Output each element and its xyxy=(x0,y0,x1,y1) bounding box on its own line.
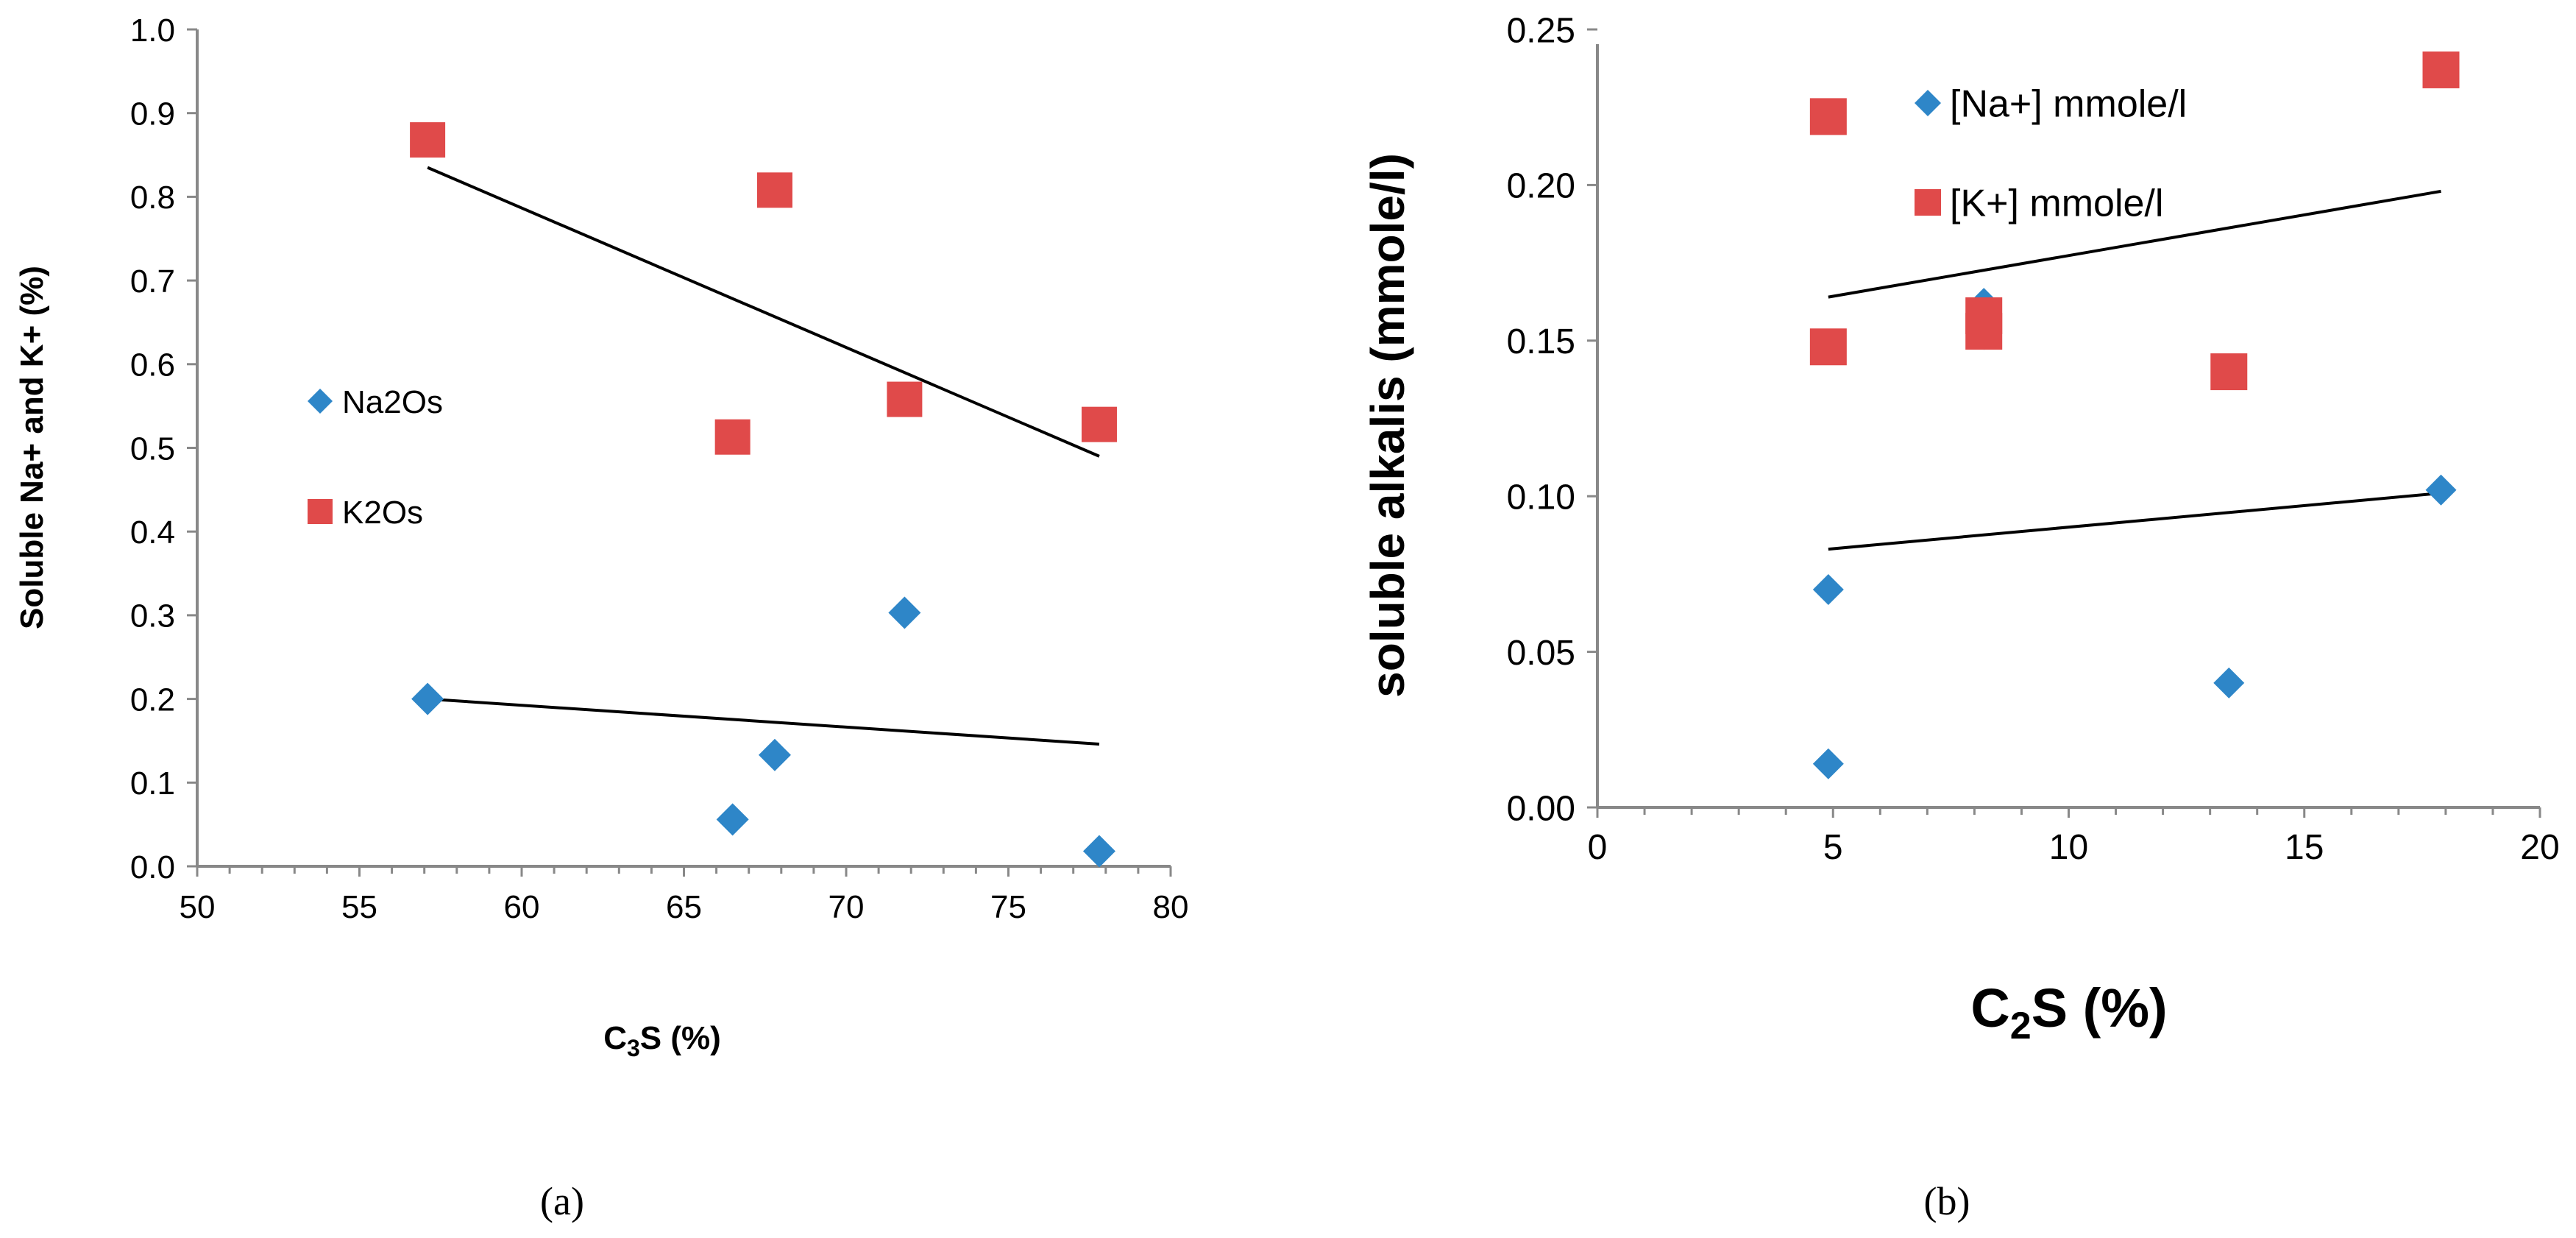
data-point-diamond xyxy=(888,596,921,629)
data-point-square xyxy=(410,122,446,158)
y-tick-label: 0.5 xyxy=(130,431,175,467)
y-tick-label: 0.8 xyxy=(130,180,175,216)
legend-label: [Na+] mmole/l xyxy=(1950,83,2187,126)
data-point-square xyxy=(887,381,923,417)
y-tick-label: 0.20 xyxy=(1507,167,1575,206)
data-point-square xyxy=(2210,353,2248,391)
trendline xyxy=(1828,491,2441,551)
data-point-diamond xyxy=(2425,474,2457,506)
trendline xyxy=(427,166,1100,458)
x-axis-title-b: C2S (%) xyxy=(1970,977,2167,1047)
panel-label-a: (a) xyxy=(540,1179,584,1223)
data-point-diamond xyxy=(2213,667,2245,698)
y-axis-title-a: Soluble Na+ and K+ (%) xyxy=(14,266,50,629)
y-tick-label: 0.15 xyxy=(1507,322,1575,361)
data-point-square xyxy=(714,419,751,455)
y-tick-label: 0.7 xyxy=(130,263,175,300)
data-point-square xyxy=(1081,406,1117,442)
x-tick-label: 10 xyxy=(2049,828,2088,867)
x-tick-label: 0 xyxy=(1588,828,1608,867)
x-axis-title-a: C3S (%) xyxy=(603,1020,721,1061)
legend-label: K2Os xyxy=(342,495,423,531)
x-tick-label: 50 xyxy=(180,889,216,925)
legend-marker-diamond xyxy=(308,389,333,414)
y-tick-label: 0.0 xyxy=(130,849,175,885)
x-tick-label: 80 xyxy=(1153,889,1189,925)
data-point-square xyxy=(1809,328,1847,366)
trendline xyxy=(427,697,1100,746)
x-tick-label: 5 xyxy=(1823,828,1843,867)
legend-marker-diamond xyxy=(1915,90,1941,116)
legend-label: Na2Os xyxy=(342,384,443,420)
data-point-square xyxy=(2422,51,2460,88)
y-tick-label: 0.00 xyxy=(1507,789,1575,828)
y-axis-title-b: soluble alkalis (mmole/l) xyxy=(1361,153,1414,698)
data-point-diamond xyxy=(716,803,749,836)
data-point-diamond xyxy=(1812,574,1844,606)
y-tick-label: 1.0 xyxy=(130,13,175,49)
data-point-diamond xyxy=(758,738,791,771)
data-point-diamond xyxy=(411,682,444,715)
x-tick-label: 55 xyxy=(341,889,377,925)
y-tick-label: 0.05 xyxy=(1507,634,1575,673)
y-tick-label: 0.4 xyxy=(130,514,175,551)
legend-label: [K+] mmole/l xyxy=(1950,183,2163,225)
panel-label-b: (b) xyxy=(1924,1179,1970,1223)
y-tick-label: 0.25 xyxy=(1507,11,1575,50)
y-tick-label: 0.9 xyxy=(130,96,175,132)
data-point-diamond xyxy=(1082,835,1115,868)
trendline xyxy=(1828,189,2441,299)
data-point-square xyxy=(756,172,792,208)
x-tick-label: 70 xyxy=(828,889,865,925)
x-tick-label: 15 xyxy=(2285,828,2324,867)
data-point-diamond xyxy=(1812,748,1844,779)
data-point-square xyxy=(1965,313,2003,350)
chart-panel-b: 0 5 10 15 20 0.00 0.05 0.10 0.15 0.20 0.25 [Na+] … xyxy=(1361,11,2560,1223)
legend-marker-square xyxy=(1915,189,1941,216)
y-tick-label: 0.2 xyxy=(130,682,175,718)
x-tick-label: 60 xyxy=(504,889,540,925)
y-tick-label: 0.1 xyxy=(130,765,175,802)
legend-marker-square xyxy=(308,499,333,524)
y-tick-label: 0.6 xyxy=(130,347,175,383)
data-point-square xyxy=(1809,98,1847,135)
x-tick-label: 20 xyxy=(2520,828,2559,867)
x-tick-label: 65 xyxy=(666,889,702,925)
x-tick-label: 75 xyxy=(990,889,1026,925)
y-tick-label: 0.10 xyxy=(1507,478,1575,517)
chart-panel-a: 50 55 60 65 70 75 80 0.0 0.1 0.2 0.3 0.4 0.5 0.6 0.7 0… xyxy=(14,13,1188,1223)
y-tick-label: 0.3 xyxy=(130,598,175,634)
